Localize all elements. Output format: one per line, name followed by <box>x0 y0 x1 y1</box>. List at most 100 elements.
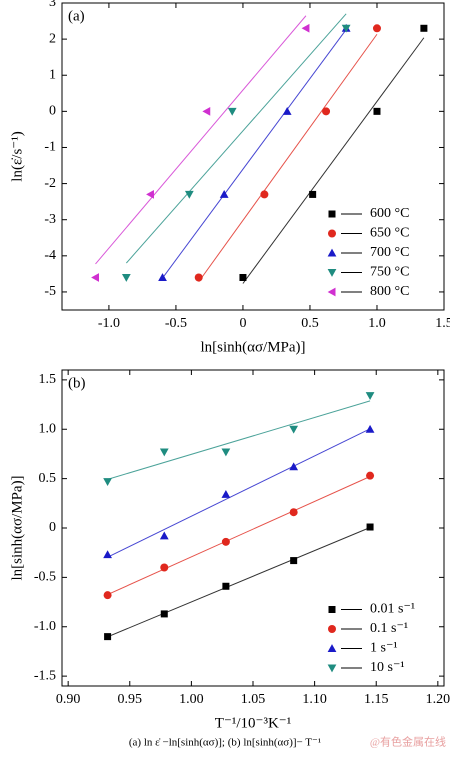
marker <box>365 424 375 433</box>
marker <box>373 107 381 115</box>
legend-label: 700 °C <box>370 245 409 260</box>
x-axis-title: ln[sinh(ασ/MPa)] <box>200 339 305 355</box>
x-tick-label: 1.00 <box>179 692 204 707</box>
y-tick-label: -3 <box>44 212 56 227</box>
x-tick-label: 0.90 <box>56 692 81 707</box>
marker <box>365 392 375 401</box>
fit-line <box>162 29 347 279</box>
marker <box>227 107 237 116</box>
legend-marker <box>327 664 337 673</box>
fit-line <box>95 15 307 265</box>
legend-label: 1 s⁻¹ <box>370 641 398 656</box>
marker <box>420 24 428 32</box>
y-tick-label: 0.5 <box>39 471 57 486</box>
y-tick-label: 1.5 <box>39 372 57 387</box>
marker <box>103 550 112 559</box>
marker <box>219 190 229 198</box>
fit-line <box>107 428 371 558</box>
marker <box>160 610 168 618</box>
marker <box>221 448 231 457</box>
panel-label: (a) <box>68 8 85 24</box>
marker <box>282 106 292 115</box>
x-tick-label: -1.0 <box>98 316 120 331</box>
legend-label: 650 °C <box>370 226 409 241</box>
marker <box>121 273 131 282</box>
marker <box>158 273 167 281</box>
legend-label: 750 °C <box>370 265 409 280</box>
marker <box>366 471 375 480</box>
marker <box>341 24 351 33</box>
x-tick-label: 0.95 <box>118 692 143 707</box>
marker <box>104 633 112 641</box>
y-axis-title: ln[sinh(ασ/MPa)] <box>9 475 25 580</box>
x-tick-label: 1.5 <box>435 316 450 331</box>
marker <box>366 523 374 531</box>
x-axis-title: T⁻¹/10⁻³K⁻¹ <box>215 715 291 731</box>
y-tick-label: -1.0 <box>34 619 56 634</box>
fit-line <box>242 37 425 284</box>
y-tick-label: -4 <box>44 248 56 263</box>
marker <box>289 425 299 434</box>
marker <box>103 591 112 600</box>
fit-line <box>107 527 371 638</box>
legend-marker <box>328 229 336 238</box>
y-tick-label: -5 <box>44 284 56 299</box>
legend-label: 600 °C <box>370 206 409 221</box>
watermark: @有色金属在线 <box>370 735 446 749</box>
marker <box>222 582 230 590</box>
y-tick-label: 3 <box>49 0 56 10</box>
y-tick-label: 2 <box>49 31 56 46</box>
legend-marker <box>327 644 337 652</box>
marker <box>159 448 169 457</box>
marker <box>146 190 154 199</box>
marker <box>202 106 211 116</box>
marker <box>301 23 310 33</box>
x-tick-label: 0 <box>239 316 246 331</box>
x-tick-label: 1.15 <box>364 692 389 707</box>
fit-line <box>125 13 347 264</box>
marker <box>289 508 298 517</box>
marker <box>103 478 112 486</box>
legend-marker <box>327 248 337 257</box>
legend-marker <box>328 625 336 633</box>
x-tick-label: -0.5 <box>165 316 187 331</box>
y-tick-label: 0 <box>49 520 56 535</box>
legend-label: 10 s⁻¹ <box>370 660 405 675</box>
caption: (a) ln ε̇ −ln[sinh(ασ)]; (b) ln[sinh(ασ)… <box>129 737 321 749</box>
legend-marker <box>327 287 336 297</box>
marker <box>290 557 298 565</box>
marker <box>260 190 269 199</box>
legend-marker <box>328 606 336 613</box>
x-tick-label: 0.5 <box>301 316 319 331</box>
y-tick-label: 1 <box>49 67 56 82</box>
panel-label: (b) <box>68 375 86 391</box>
marker <box>309 190 317 198</box>
marker <box>372 24 381 33</box>
x-tick-label: 1.05 <box>241 692 266 707</box>
marker <box>221 537 230 546</box>
marker <box>184 190 194 199</box>
fit-line <box>107 400 371 480</box>
marker <box>221 490 231 498</box>
y-tick-label: -1.5 <box>34 668 56 683</box>
legend-label: 0.01 s⁻¹ <box>370 602 415 617</box>
legend-marker <box>327 269 337 277</box>
x-tick-label: 1.20 <box>426 692 450 707</box>
y-tick-label: 0 <box>49 104 56 119</box>
marker <box>194 273 203 282</box>
marker <box>91 273 100 282</box>
fit-line <box>198 33 378 283</box>
marker <box>322 107 331 116</box>
y-tick-label: 1.0 <box>39 421 57 436</box>
y-axis-title: ln(ε̇/s⁻¹) <box>9 131 25 181</box>
x-tick-label: 1.0 <box>368 316 386 331</box>
legend-label: 800 °C <box>370 284 409 299</box>
y-tick-label: -0.5 <box>34 570 56 585</box>
legend-label: 0.1 s⁻¹ <box>370 621 408 636</box>
fit-line <box>107 476 371 596</box>
legend-marker <box>328 210 336 218</box>
plot-frame <box>61 2 445 311</box>
marker <box>239 273 247 281</box>
marker <box>159 531 169 540</box>
